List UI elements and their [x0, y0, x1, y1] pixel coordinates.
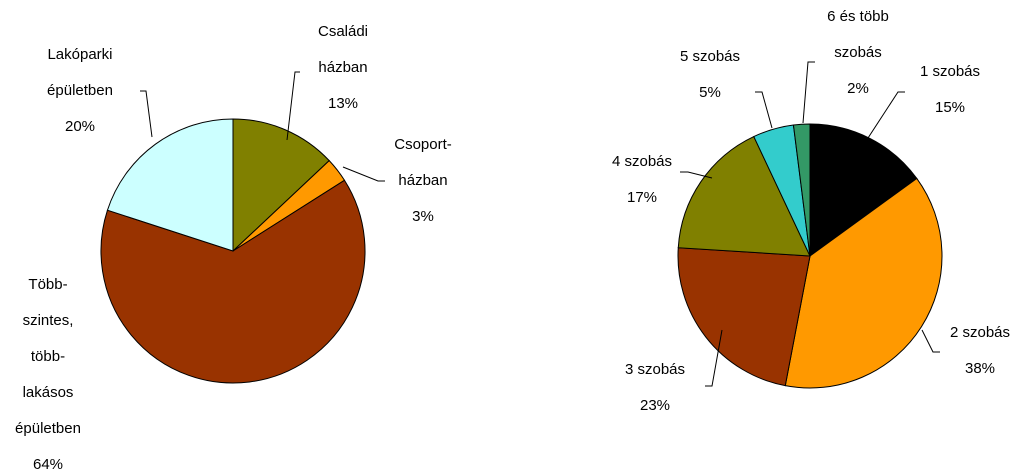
pie-slice	[677, 247, 811, 387]
leader-line	[140, 90, 153, 138]
pie-slice	[106, 118, 234, 252]
slice-label: házban	[398, 172, 447, 189]
slice-label: Lakóparki	[47, 46, 112, 63]
slice-label: 3 szobás	[625, 361, 685, 378]
leader-line	[342, 166, 385, 182]
slice-label: Csoport-	[394, 136, 452, 153]
slice-label: 6 és több	[827, 8, 889, 25]
leader-line	[921, 329, 940, 353]
slice-value-label: 23%	[640, 397, 670, 414]
slice-label: 5 szobás	[680, 48, 740, 65]
slice-value-label: 38%	[965, 360, 995, 377]
slice-label: épületben	[15, 420, 81, 437]
slice-label: Családi	[318, 23, 368, 40]
leader-line	[802, 61, 815, 124]
pie-slice	[232, 118, 330, 253]
leader-line	[755, 91, 773, 129]
slice-value-label: 17%	[627, 189, 657, 206]
slice-value-label: 2%	[847, 80, 869, 97]
pie-slice	[784, 177, 943, 389]
slice-label: házban	[318, 59, 367, 76]
slice-label: lakásos	[23, 384, 74, 401]
leader-line	[705, 329, 723, 387]
slice-label: szintes,	[23, 312, 74, 329]
slice-label: 1 szobás	[920, 63, 980, 80]
leader-line	[867, 91, 905, 139]
slice-label: 2 szobás	[950, 324, 1010, 341]
slice-label: több-	[31, 348, 65, 365]
slice-label: szobás	[834, 44, 882, 61]
slice-label: épületben	[47, 82, 113, 99]
pie-slice	[100, 179, 366, 384]
slice-value-label: 5%	[699, 84, 721, 101]
pie-slice	[677, 135, 811, 257]
slice-label: Több-	[28, 276, 67, 293]
slice-label: 4 szobás	[612, 153, 672, 170]
slice-value-label: 3%	[412, 208, 434, 225]
leader-line	[680, 171, 713, 179]
pie-slice	[809, 123, 918, 257]
slice-value-label: 64%	[33, 456, 63, 472]
leader-line	[286, 71, 300, 141]
pie-slice	[792, 123, 811, 257]
slice-value-label: 15%	[935, 99, 965, 116]
slice-value-label: 20%	[65, 118, 95, 135]
slice-value-label: 13%	[328, 95, 358, 112]
